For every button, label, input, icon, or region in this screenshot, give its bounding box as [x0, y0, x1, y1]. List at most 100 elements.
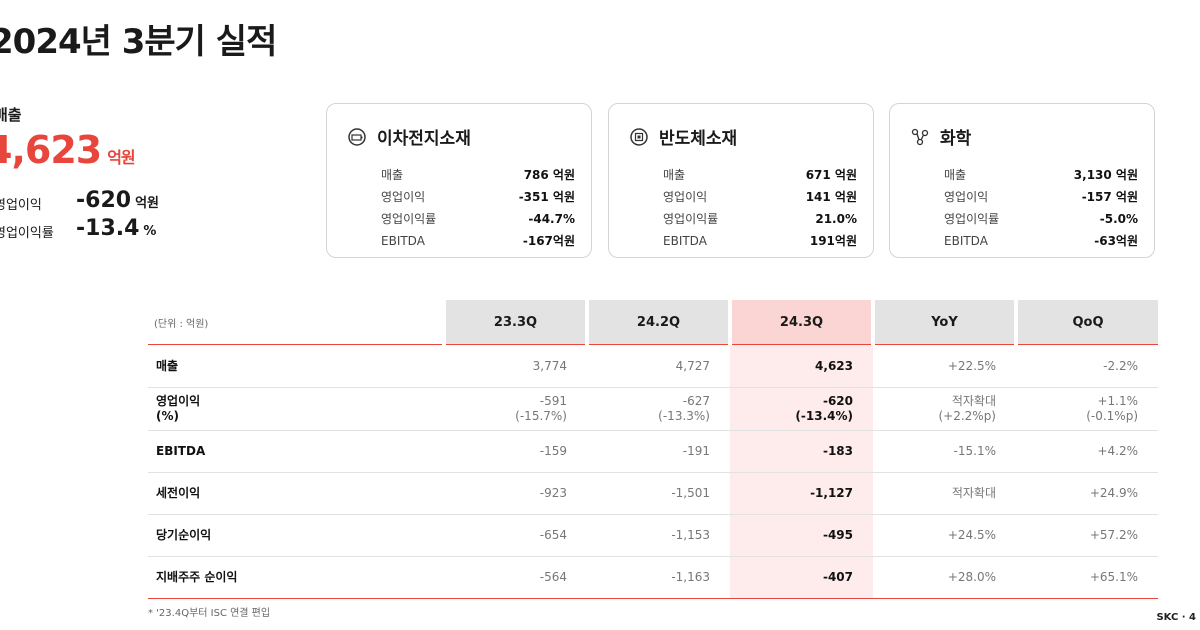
- table-cell-current: -495: [730, 514, 873, 557]
- card-row: 영업이익률 21.0%: [663, 208, 857, 230]
- summary-margin-value: -13.4: [76, 216, 140, 241]
- card-row-value: 141 억원: [805, 190, 857, 204]
- summary-op-unit: 억원: [135, 196, 159, 211]
- card-row-value: 191억원: [809, 234, 857, 248]
- card-row-label: 영업이익: [663, 190, 708, 204]
- table-cell-current: -407: [730, 556, 873, 599]
- table-cell: -591 (-15.7%): [444, 387, 587, 431]
- table-row: 매출 3,774 4,727 4,623 +22.5% -2.2%: [148, 344, 1158, 388]
- card-title: 화학: [940, 129, 972, 149]
- table-cell: -15.1%: [873, 430, 1016, 473]
- summary-margin-row: 영업이익률 -13.4%: [0, 216, 156, 241]
- table-cell: -627 (-13.3%): [587, 387, 730, 431]
- summary-margin-label: 영업이익률: [0, 226, 54, 241]
- card-row: 영업이익률 -44.7%: [381, 208, 575, 230]
- summary-sales-value: 4,623: [0, 128, 102, 172]
- card-row-value: -5.0%: [1099, 212, 1138, 226]
- table-cell-current: -1,127: [730, 472, 873, 515]
- column-header: QoQ: [1016, 300, 1158, 345]
- card-row: EBITDA 191억원: [663, 230, 857, 252]
- table-cell-current: -620 (-13.4%): [730, 387, 873, 431]
- financial-table: (단위 : 억원) 23.3Q 24.2Q 24.3Q YoY QoQ 매출 3…: [148, 300, 1158, 599]
- card-row-value: -63억원: [1094, 234, 1138, 248]
- card-row-value: -167억원: [522, 234, 575, 248]
- row-label: 영업이익 (%): [148, 387, 444, 431]
- row-label: 당기순이익: [148, 514, 444, 557]
- table-cell: +22.5%: [873, 344, 1016, 388]
- card-row-value: 671 억원: [805, 168, 857, 182]
- row-label: 매출: [148, 344, 444, 388]
- table-cell: +1.1% (-0.1%p): [1016, 387, 1158, 431]
- column-header: 23.3Q: [444, 300, 589, 345]
- chip-icon: [630, 127, 648, 146]
- table-row: 지배주주 순이익 -564 -1,163 -407 +28.0% +65.1%: [148, 556, 1158, 599]
- table-row: EBITDA -159 -191 -183 -15.1% +4.2%: [148, 430, 1158, 473]
- summary-op-value-line: -620 억원: [76, 188, 159, 213]
- table-cell: +65.1%: [1016, 556, 1158, 599]
- table-cell: -159: [444, 430, 587, 473]
- table-cell: +4.2%: [1016, 430, 1158, 473]
- row-label: 세전이익: [148, 472, 444, 515]
- card-row: EBITDA -167억원: [381, 230, 575, 252]
- table-cell: 적자확대: [873, 472, 1016, 515]
- segment-card-chemical: 화학 매출 3,130 억원 영업이익 -157 억원 영업이익률 -5.0% EBI…: [889, 103, 1155, 258]
- table-cell: 4,727: [587, 344, 730, 388]
- card-row-label: 영업이익률: [381, 212, 437, 226]
- segment-card-battery: 이차전지소재 매출 786 억원 영업이익 -351 억원 영업이익률 -44.7% …: [326, 103, 592, 258]
- card-row-label: 영업이익률: [944, 212, 1000, 226]
- card-row-value: -157 억원: [1081, 190, 1138, 204]
- table-cell-current: -183: [730, 430, 873, 473]
- card-row: EBITDA -63억원: [944, 230, 1138, 252]
- table-cell-current: 4,623: [730, 344, 873, 388]
- card-row-label: 매출: [381, 168, 404, 182]
- column-header-current: 24.3Q: [730, 300, 875, 345]
- table-cell: -1,163: [587, 556, 730, 599]
- summary-sales-value-line: 4,623 억원: [0, 128, 136, 172]
- card-row-label: 영업이익: [381, 190, 426, 204]
- unit-label: (단위 : 억원): [148, 300, 446, 345]
- card-row: 영업이익 -351 억원: [381, 186, 575, 208]
- column-header: YoY: [873, 300, 1018, 345]
- table-cell: -191: [587, 430, 730, 473]
- card-row-label: 매출: [663, 168, 686, 182]
- table-cell: +24.5%: [873, 514, 1016, 557]
- table-row: 당기순이익 -654 -1,153 -495 +24.5% +57.2%: [148, 514, 1158, 557]
- table-row: 영업이익 (%) -591 (-15.7%) -627 (-13.3%) -62…: [148, 387, 1158, 431]
- summary-margin-value-line: -13.4%: [76, 216, 156, 241]
- card-row-value: -44.7%: [528, 212, 575, 226]
- table-cell: 3,774: [444, 344, 587, 388]
- card-row: 영업이익 -157 억원: [944, 186, 1138, 208]
- card-row-label: EBITDA: [381, 234, 425, 248]
- card-row-value: 786 억원: [523, 168, 575, 182]
- table-cell: 적자확대 (+2.2%p): [873, 387, 1016, 431]
- card-row: 매출 3,130 억원: [944, 164, 1138, 186]
- card-row: 매출 671 억원: [663, 164, 857, 186]
- table-cell: -2.2%: [1016, 344, 1158, 388]
- table-cell: -1,153: [587, 514, 730, 557]
- card-row-value: -351 억원: [518, 190, 575, 204]
- card-row-value: 3,130 억원: [1073, 168, 1138, 182]
- card-row-label: 영업이익률: [663, 212, 719, 226]
- card-row-label: EBITDA: [663, 234, 707, 248]
- card-row-label: EBITDA: [944, 234, 988, 248]
- molecule-icon: [911, 128, 929, 145]
- row-label: EBITDA: [148, 430, 444, 473]
- card-row: 영업이익률 -5.0%: [944, 208, 1138, 230]
- table-cell: +57.2%: [1016, 514, 1158, 557]
- table-cell: -1,501: [587, 472, 730, 515]
- summary-sales-label: 매출: [0, 106, 22, 124]
- segment-card-semiconductor: 반도체소재 매출 671 억원 영업이익 141 억원 영업이익률 21.0% EBI…: [608, 103, 874, 258]
- card-row-label: 매출: [944, 168, 967, 182]
- summary-op-value: -620: [76, 188, 132, 213]
- battery-icon: [348, 127, 366, 146]
- table-row: 세전이익 -923 -1,501 -1,127 적자확대 +24.9%: [148, 472, 1158, 515]
- card-row: 영업이익 141 억원: [663, 186, 857, 208]
- summary-sales-unit: 억원: [107, 148, 135, 167]
- column-header: 24.2Q: [587, 300, 732, 345]
- summary-margin-unit: %: [143, 224, 157, 239]
- card-title: 반도체소재: [659, 129, 738, 149]
- table-cell: +28.0%: [873, 556, 1016, 599]
- page-title: 2024년 3분기 실적: [0, 22, 277, 62]
- card-row-label: 영업이익: [944, 190, 989, 204]
